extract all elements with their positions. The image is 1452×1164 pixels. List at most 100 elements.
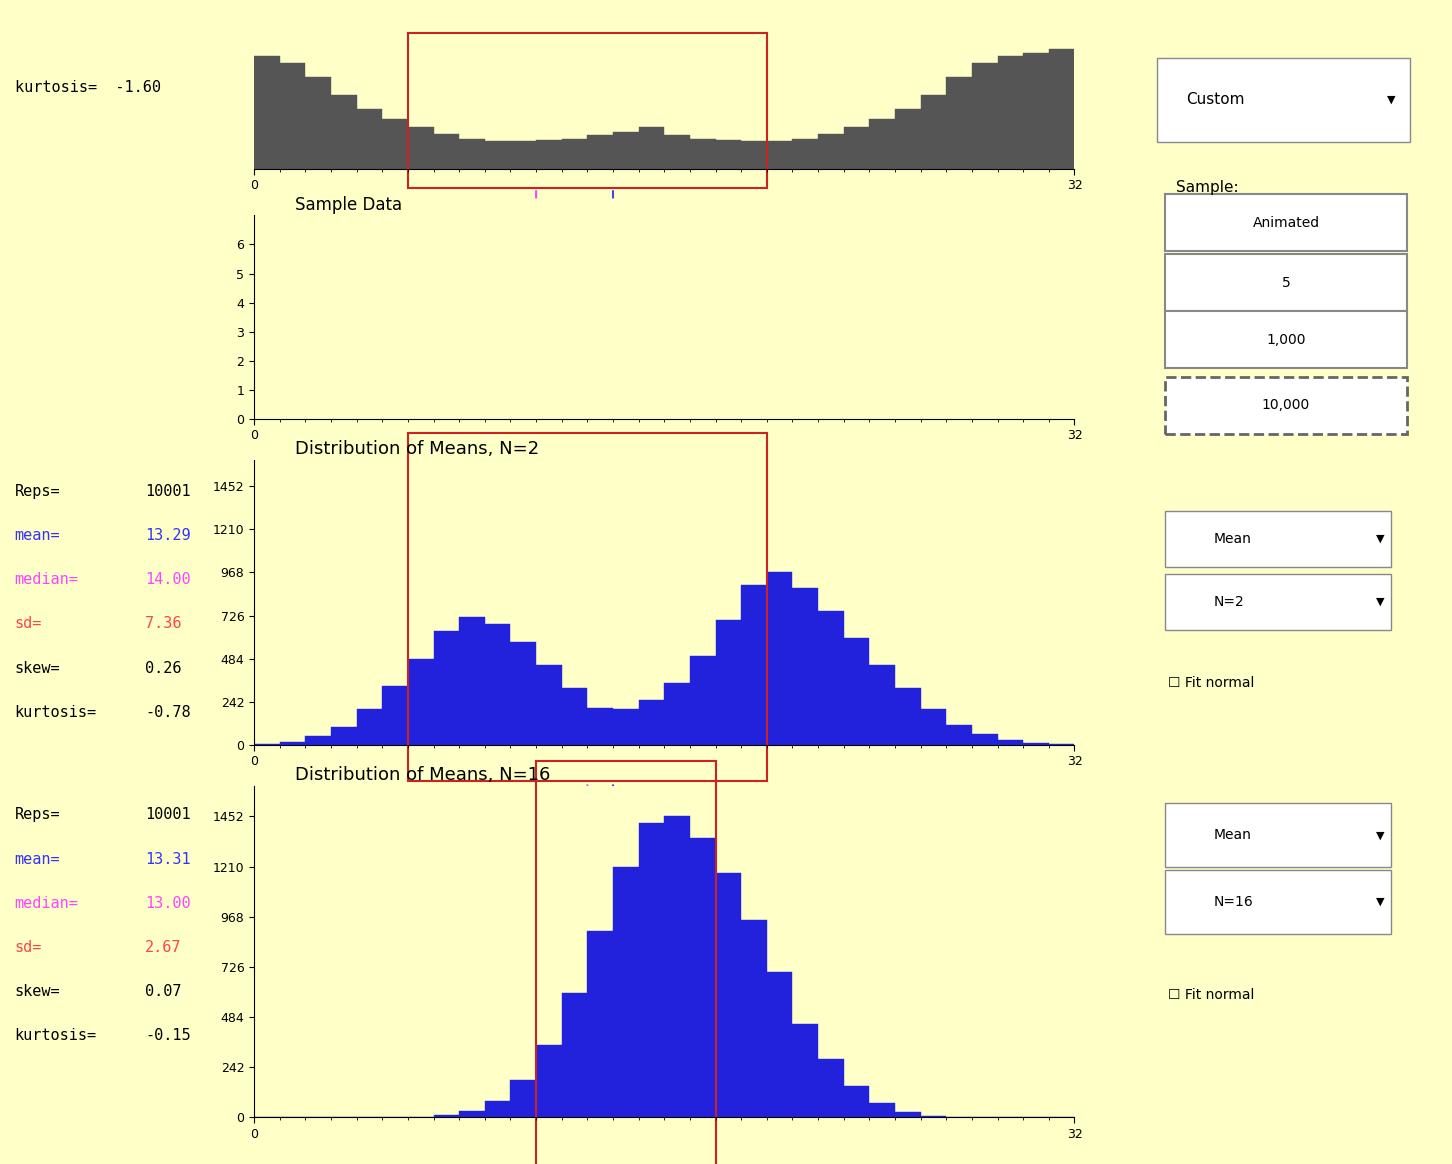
Bar xyxy=(716,620,741,745)
Bar xyxy=(459,1112,485,1117)
FancyBboxPatch shape xyxy=(1165,255,1407,312)
Bar xyxy=(767,141,793,169)
Text: 0.07: 0.07 xyxy=(145,985,182,999)
Bar xyxy=(613,866,639,1117)
Text: 10,000: 10,000 xyxy=(1262,398,1310,412)
Bar xyxy=(716,140,741,169)
Bar xyxy=(536,1045,562,1117)
Text: ▼: ▼ xyxy=(1375,534,1384,544)
Bar xyxy=(280,63,305,169)
Bar xyxy=(716,873,741,1117)
Bar xyxy=(844,127,870,169)
Bar xyxy=(382,686,408,745)
Text: ▼: ▼ xyxy=(1375,597,1384,606)
Bar xyxy=(921,94,947,169)
Bar xyxy=(998,56,1024,169)
FancyBboxPatch shape xyxy=(1165,312,1407,369)
Text: 5: 5 xyxy=(1282,276,1291,290)
Text: kurtosis=: kurtosis= xyxy=(15,705,97,719)
Text: 1,000: 1,000 xyxy=(1266,333,1305,347)
Bar xyxy=(382,120,408,169)
Bar xyxy=(562,139,588,169)
Bar xyxy=(690,838,716,1117)
Bar xyxy=(1048,49,1074,169)
Bar xyxy=(434,134,459,169)
Text: 14.00: 14.00 xyxy=(145,573,190,587)
Bar xyxy=(664,816,690,1117)
Text: 10001: 10001 xyxy=(145,808,190,822)
Bar xyxy=(767,573,793,745)
Bar xyxy=(536,761,716,1164)
Bar xyxy=(511,641,536,745)
Text: Sample Data: Sample Data xyxy=(295,196,402,214)
Bar xyxy=(434,631,459,745)
Text: Distribution of Means, N=16: Distribution of Means, N=16 xyxy=(295,766,550,785)
Text: Sample:: Sample: xyxy=(1176,180,1239,196)
Text: Distribution of Means, N=2: Distribution of Means, N=2 xyxy=(295,440,539,459)
Text: N=2: N=2 xyxy=(1214,595,1244,609)
Text: -0.78: -0.78 xyxy=(145,705,190,719)
Bar xyxy=(921,1116,947,1117)
Text: 2.67: 2.67 xyxy=(145,941,182,954)
Bar xyxy=(639,127,665,169)
Text: Mean: Mean xyxy=(1214,828,1252,843)
Text: 13.00: 13.00 xyxy=(145,896,190,910)
Bar xyxy=(280,743,305,745)
FancyBboxPatch shape xyxy=(1157,58,1410,142)
Bar xyxy=(664,682,690,745)
Bar xyxy=(511,1080,536,1117)
FancyBboxPatch shape xyxy=(1165,377,1407,434)
Text: 0.26: 0.26 xyxy=(145,661,182,675)
Bar xyxy=(1024,743,1048,745)
Bar xyxy=(741,584,767,745)
Text: sd=: sd= xyxy=(15,617,42,631)
Bar xyxy=(357,109,382,169)
Bar xyxy=(331,728,357,745)
Text: kurtosis=  -1.60: kurtosis= -1.60 xyxy=(15,80,161,94)
Bar xyxy=(511,141,536,169)
Text: ▼: ▼ xyxy=(1375,897,1384,907)
FancyBboxPatch shape xyxy=(1165,574,1391,630)
Text: sd=: sd= xyxy=(15,941,42,954)
Bar xyxy=(817,134,844,169)
Bar xyxy=(894,1113,921,1117)
Bar xyxy=(562,688,588,745)
Text: median=: median= xyxy=(15,573,78,587)
Bar xyxy=(844,638,870,745)
Bar xyxy=(459,139,485,169)
Bar xyxy=(613,709,639,745)
Bar xyxy=(793,1024,817,1117)
Bar xyxy=(690,139,716,169)
Bar xyxy=(947,77,971,169)
Text: 13.29: 13.29 xyxy=(145,528,190,542)
Bar xyxy=(536,665,562,745)
Bar xyxy=(588,135,613,169)
Bar xyxy=(870,120,894,169)
Bar xyxy=(536,140,562,169)
Bar xyxy=(971,63,998,169)
Text: median=: median= xyxy=(15,896,78,910)
Bar xyxy=(408,433,767,781)
Bar xyxy=(613,132,639,169)
Bar xyxy=(894,109,921,169)
Bar xyxy=(485,624,511,745)
Bar xyxy=(434,1115,459,1117)
Text: ▼: ▼ xyxy=(1375,830,1384,840)
Bar xyxy=(793,588,817,745)
Bar xyxy=(741,141,767,169)
Bar xyxy=(998,739,1024,745)
Bar xyxy=(408,127,434,169)
Text: skew=: skew= xyxy=(15,985,60,999)
FancyBboxPatch shape xyxy=(1165,194,1407,251)
Bar xyxy=(254,56,280,169)
Text: Animated: Animated xyxy=(1253,217,1320,230)
Bar xyxy=(357,709,382,745)
Text: -0.15: -0.15 xyxy=(145,1029,190,1043)
Text: Reps=: Reps= xyxy=(15,484,60,498)
Bar xyxy=(947,725,971,745)
Text: N=16: N=16 xyxy=(1214,895,1253,909)
Bar xyxy=(459,617,485,745)
Text: 10001: 10001 xyxy=(145,484,190,498)
Text: ☐ Fit normal: ☐ Fit normal xyxy=(1167,676,1255,690)
Bar xyxy=(870,665,894,745)
